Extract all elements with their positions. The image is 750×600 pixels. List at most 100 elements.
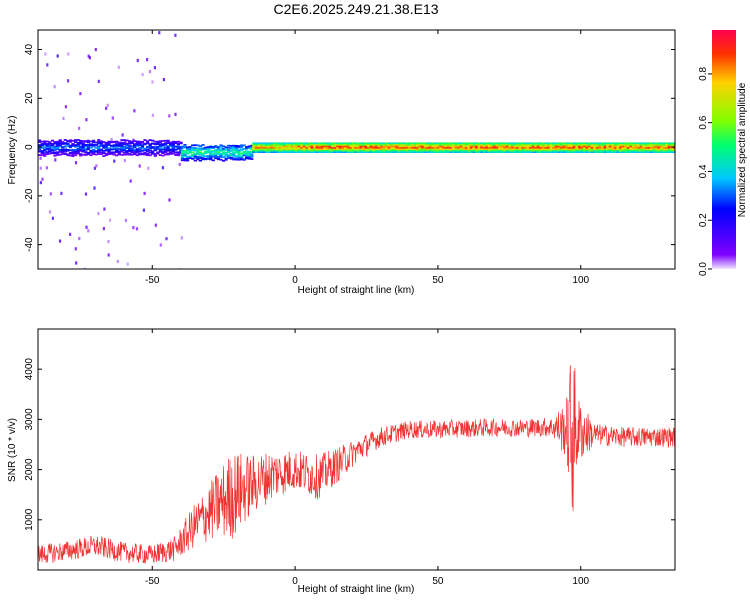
heatmap-cell xyxy=(457,143,461,146)
heatmap-cell xyxy=(38,150,42,152)
heatmap-cell xyxy=(222,145,226,148)
heatmap-cell xyxy=(413,143,417,146)
heatmap-cell xyxy=(547,143,551,146)
heatmap-cell xyxy=(536,149,540,152)
heatmap-cell xyxy=(174,145,178,148)
heatmap-cell xyxy=(608,151,612,153)
heatmap-cell xyxy=(183,158,187,160)
heatmap-cell xyxy=(611,143,615,146)
heatmap-cell xyxy=(457,142,461,145)
heatmap-cell xyxy=(498,146,502,149)
heatmap-cell xyxy=(193,149,197,152)
heatmap-cell xyxy=(191,155,195,158)
heatmap-cell xyxy=(107,143,111,145)
heatmap-cell xyxy=(531,149,535,152)
heatmap-cell xyxy=(367,143,371,146)
heatmap-cell xyxy=(477,148,481,151)
heatmap-cell xyxy=(475,149,479,152)
heatmap-cell xyxy=(102,152,106,154)
heatmap-cell xyxy=(130,147,134,150)
heatmap-cell xyxy=(431,146,435,149)
heatmap-cell xyxy=(423,149,427,152)
heatmap-cell xyxy=(660,145,664,148)
heatmap-cell xyxy=(544,146,548,149)
heatmap-cell xyxy=(405,143,409,146)
heatmap-cell xyxy=(148,139,152,141)
heatmap-cell xyxy=(92,141,96,144)
heatmap-cell xyxy=(148,145,152,148)
heatmap-cell xyxy=(374,142,378,145)
heatmap-cell xyxy=(637,143,641,146)
heatmap-cell xyxy=(120,149,124,151)
heatmap-cell xyxy=(267,146,271,149)
heatmap-cell xyxy=(626,143,630,146)
heatmap-cell xyxy=(125,153,129,156)
heatmap-cell xyxy=(338,145,342,148)
heatmap-cell xyxy=(482,143,486,146)
heatmap-cell xyxy=(449,151,453,153)
heatmap-cell xyxy=(66,153,70,156)
heatmap-cell xyxy=(283,148,287,151)
heatmap-cell xyxy=(186,146,190,149)
heatmap-cell xyxy=(283,143,287,146)
heatmap-cell xyxy=(454,148,458,151)
heatmap-scatter-cell xyxy=(135,227,139,231)
heatmap-cell xyxy=(43,142,47,145)
heatmap-cell xyxy=(252,146,256,149)
heatmap-cell xyxy=(346,148,350,151)
heatmap-cell xyxy=(621,146,625,149)
heatmap-cell xyxy=(359,143,363,146)
heatmap-cell xyxy=(295,148,299,151)
heatmap-cell xyxy=(110,141,114,144)
heatmap-cell xyxy=(84,147,88,150)
heatmap-cell xyxy=(193,157,197,159)
heatmap-cell xyxy=(288,142,292,145)
heatmap-cell xyxy=(76,144,80,147)
heatmap-cell xyxy=(536,142,540,145)
heatmap-cell xyxy=(583,149,587,152)
heatmap-cell xyxy=(495,142,499,145)
heatmap-cell xyxy=(446,142,450,145)
heatmap-cell xyxy=(45,140,49,143)
heatmap-cell xyxy=(323,146,327,149)
heatmap-cell xyxy=(267,142,271,145)
heatmap-cell xyxy=(76,139,80,141)
heatmap-cell xyxy=(657,149,661,152)
heatmap-cell xyxy=(331,151,335,153)
heatmap-cell xyxy=(198,149,202,152)
heatmap-cell xyxy=(426,146,430,149)
heatmap-cell xyxy=(209,151,213,154)
heatmap-cell xyxy=(290,148,294,151)
heatmap-cell xyxy=(48,152,52,155)
heatmap-cell xyxy=(224,153,228,156)
heatmap-cell xyxy=(554,146,558,149)
heatmap-cell xyxy=(392,146,396,149)
heatmap-cell xyxy=(74,145,78,148)
heatmap-cell xyxy=(224,147,228,150)
heatmap-cell xyxy=(117,151,121,154)
heatmap-cell xyxy=(196,150,200,153)
heatmap-cell xyxy=(413,149,417,152)
heatmap-cell xyxy=(171,149,175,151)
heatmap-cell xyxy=(433,145,438,148)
heatmap-cell xyxy=(354,142,358,145)
heatmap-cell xyxy=(272,151,276,153)
heatmap-cell xyxy=(280,142,284,145)
heatmap-cell xyxy=(179,141,183,144)
heatmap-scatter-cell xyxy=(103,207,106,211)
heatmap-cell xyxy=(43,143,47,146)
heatmap-cell xyxy=(158,140,162,143)
heatmap-cell xyxy=(222,147,226,150)
heatmap-cell xyxy=(595,143,600,146)
heatmap-cell xyxy=(318,151,322,153)
heatmap-cell xyxy=(518,142,522,145)
heatmap-cell xyxy=(431,145,435,148)
heatmap-cell xyxy=(183,146,187,148)
heatmap-cell xyxy=(148,151,152,154)
heatmap-cell xyxy=(84,144,88,146)
heatmap-cell xyxy=(214,149,218,152)
heatmap-cell xyxy=(81,147,85,150)
heatmap-cell xyxy=(229,147,233,149)
heatmap-cell xyxy=(665,151,669,153)
heatmap-cell xyxy=(61,146,65,148)
